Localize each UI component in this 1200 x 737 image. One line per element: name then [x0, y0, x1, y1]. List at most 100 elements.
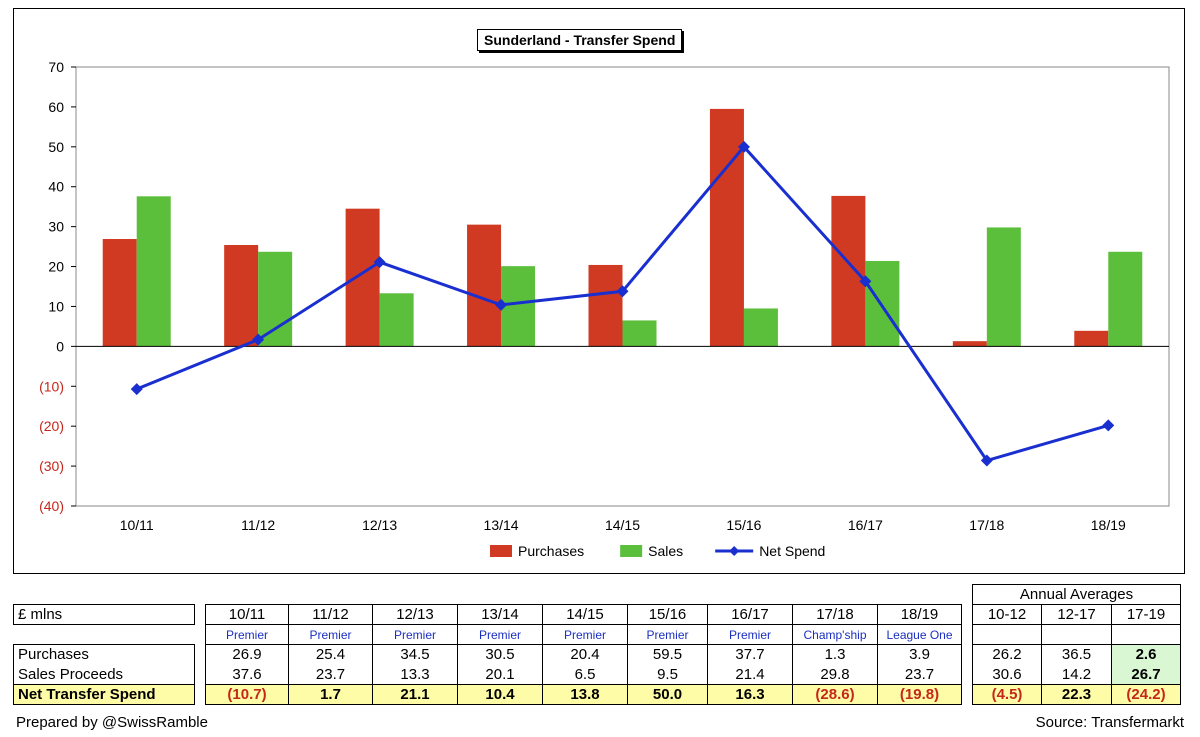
row-label: Net Transfer Spend	[13, 684, 195, 705]
bar-sales	[258, 251, 293, 347]
x-tick-label: 12/13	[362, 517, 397, 533]
bar-sales	[379, 293, 414, 347]
x-tick-label: 17/18	[969, 517, 1004, 533]
net-spend-marker	[1102, 419, 1115, 432]
season-header: 10/11	[205, 604, 289, 625]
table-cell: (10.7)	[205, 684, 289, 705]
y-tick-label: (30)	[39, 458, 64, 474]
table-cell: 29.8	[792, 664, 878, 685]
league-label: Premier	[372, 624, 458, 645]
table-row-avg-title: Annual Averages	[14, 584, 1181, 605]
table-cell: 37.6	[205, 664, 289, 685]
league-label: Premier	[627, 624, 708, 645]
bar-purchases	[588, 264, 623, 347]
bar-sales	[743, 308, 778, 347]
table-cell: 50.0	[627, 684, 708, 705]
table-cell: (19.8)	[877, 684, 962, 705]
table-row-purchases: Purchases 26.9 25.4 34.5 30.5 20.4 59.5 …	[13, 644, 1181, 665]
season-header: 17/18	[792, 604, 878, 625]
bar-purchases	[1074, 330, 1109, 347]
bar-purchases	[952, 341, 987, 347]
table-cell: (28.6)	[792, 684, 878, 705]
avg-cell: 22.3	[1041, 684, 1112, 705]
table-cell: 13.8	[542, 684, 628, 705]
table-cell: 13.3	[372, 664, 458, 685]
table-cell: 9.5	[627, 664, 708, 685]
table-row-leagues: Premier Premier Premier Premier Premier …	[14, 624, 1181, 645]
y-tick-label: 20	[48, 259, 64, 275]
table-cell: 59.5	[627, 644, 708, 665]
bar-sales	[1108, 251, 1143, 347]
net-spend-marker	[373, 256, 386, 269]
table-cell: 3.9	[877, 644, 962, 665]
chart-frame	[13, 8, 1185, 574]
table-row-header: £ mlns 10/11 11/12 12/13 13/14 14/15 15/…	[13, 604, 1181, 625]
row-label: Sales Proceeds	[13, 664, 195, 685]
bar-purchases	[709, 108, 744, 347]
bar-sales	[622, 320, 657, 347]
legend-swatch	[620, 545, 643, 557]
bar-sales	[986, 227, 1021, 347]
table-cell: 34.5	[372, 644, 458, 665]
x-tick-label: 14/15	[605, 517, 640, 533]
season-header: 14/15	[542, 604, 628, 625]
bar-purchases	[831, 195, 866, 347]
avg-period-header: 12-17	[1041, 604, 1112, 625]
season-header: 13/14	[457, 604, 543, 625]
avg-cell: 30.6	[972, 664, 1042, 685]
chart-canvas: 70 60 50 40 30 20 10 0 (10) (20) (30) (40) 10/11 11/1…	[39, 59, 1170, 559]
row-label: Purchases	[13, 644, 195, 665]
season-header: 11/12	[288, 604, 373, 625]
bar-sales	[501, 266, 536, 347]
bar-purchases	[467, 224, 502, 347]
avg-cell: (4.5)	[972, 684, 1042, 705]
legend-label: Sales	[648, 543, 683, 559]
y-tick-label: 30	[48, 219, 64, 235]
league-label: Premier	[288, 624, 373, 645]
legend-swatch	[490, 545, 512, 557]
avg-cell: 2.6	[1111, 644, 1181, 665]
table-cell: 1.7	[288, 684, 373, 705]
y-tick-label: (10)	[39, 378, 64, 394]
avg-cell: (24.2)	[1111, 684, 1181, 705]
summary-table: Annual Averages £ mlns 10/11 11/12 12/13…	[13, 584, 1181, 705]
y-tick-label: 60	[48, 99, 64, 115]
table-cell: 20.4	[542, 644, 628, 665]
unit-label: £ mlns	[13, 604, 195, 625]
legend-label: Net Spend	[759, 543, 825, 559]
y-tick-label: 0	[56, 338, 64, 354]
y-tick-label: (40)	[39, 498, 64, 514]
y-tick-label: 50	[48, 139, 64, 155]
bar-sales	[136, 196, 171, 347]
bar-purchases	[224, 244, 259, 347]
table-cell: 16.3	[707, 684, 793, 705]
footer-source: Source: Transfermarkt	[1035, 714, 1184, 731]
y-tick-label: (20)	[39, 418, 64, 434]
x-tick-label: 11/12	[241, 517, 275, 533]
table-cell: 21.4	[707, 664, 793, 685]
avg-cell: 14.2	[1041, 664, 1112, 685]
x-tick-label: 10/11	[120, 517, 154, 533]
net-spend-marker	[616, 285, 629, 298]
league-label: Premier	[205, 624, 289, 645]
avg-cell: 26.2	[972, 644, 1042, 665]
league-label: Champ'ship	[792, 624, 878, 645]
net-spend-marker	[980, 454, 993, 467]
footer-credit: Prepared by @SwissRamble	[16, 714, 208, 731]
net-spend-marker	[130, 383, 143, 396]
plot-area	[75, 66, 1170, 507]
avg-period-header: 17-19	[1111, 604, 1181, 625]
x-tick-label: 15/16	[726, 517, 761, 533]
bar-sales	[865, 260, 900, 347]
league-label: League One	[877, 624, 962, 645]
table-cell: 10.4	[457, 684, 543, 705]
table-cell: 30.5	[457, 644, 543, 665]
y-tick-label: 10	[48, 298, 64, 314]
legend-label: Purchases	[518, 543, 584, 559]
table-row-net: Net Transfer Spend (10.7) 1.7 21.1 10.4 …	[13, 684, 1181, 705]
averages-title: Annual Averages	[972, 584, 1181, 605]
season-header: 18/19	[877, 604, 962, 625]
net-spend-marker	[859, 275, 872, 288]
season-header: 15/16	[627, 604, 708, 625]
league-label: Premier	[457, 624, 543, 645]
